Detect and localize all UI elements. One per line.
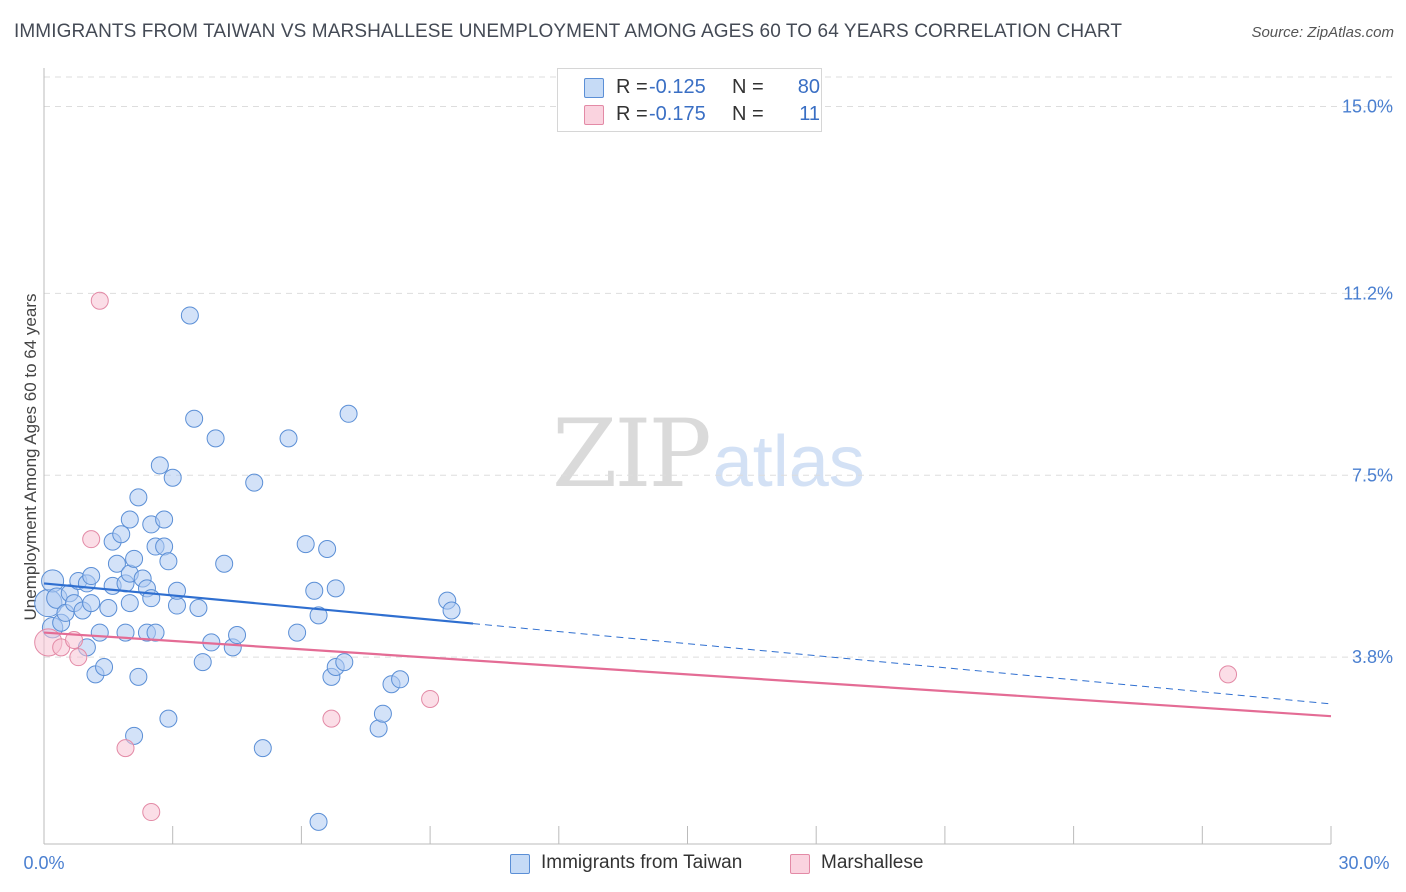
data-point-taiwan [326,579,345,598]
correlation-legend: R = -0.125 N = 80 R = -0.175 N = 11 [557,68,822,132]
data-point-taiwan [146,623,165,642]
source-credit: Source: ZipAtlas.com [1251,24,1394,41]
data-point-taiwan [125,726,144,745]
data-point-taiwan [163,468,182,487]
data-point-taiwan [309,812,328,831]
x-tick-label: 30.0% [1338,853,1389,873]
watermark-zip: ZIP [552,400,712,509]
data-point-taiwan [107,554,126,573]
bottom-legend-swatch-taiwan [510,854,530,874]
data-point-taiwan [159,552,178,571]
data-point-taiwan [95,658,114,676]
bottom-legend-swatch-marshallese [790,854,810,874]
legend-r-value: -0.175 [649,103,706,125]
data-point-taiwan [305,581,324,600]
y-tick-label: 7.5% [1352,465,1393,485]
data-point-taiwan [215,554,234,573]
data-point-taiwan [155,510,174,529]
y-tick-label: 15.0% [1342,97,1393,117]
watermark-atlas: atlas [712,422,865,502]
legend-swatch-marshallese [584,105,604,125]
data-point-taiwan [442,601,461,620]
data-point-taiwan [279,429,298,448]
data-point-taiwan [245,473,264,492]
data-point-taiwan [335,653,354,672]
data-point-taiwan [120,594,139,613]
data-point-taiwan [189,599,208,617]
data-point-taiwan [296,535,315,554]
data-point-taiwan [129,488,148,507]
trendline-taiwan [43,582,474,625]
data-point-taiwan [309,606,328,625]
data-point-taiwan [82,567,101,586]
data-point-taiwan [150,456,169,475]
data-point-marshallese [116,739,135,758]
data-point-marshallese [142,803,161,822]
bottom-legend-label-marshallese: Marshallese [821,852,924,873]
legend-n-value: 11 [799,103,820,125]
data-point-taiwan [391,670,410,689]
legend-n-label: N = [732,103,764,125]
data-point-taiwan [253,739,272,758]
data-point-taiwan [373,704,392,723]
chart-title: IMMIGRANTS FROM TAIWAN VS MARSHALLESE UN… [14,21,1123,42]
data-point-taiwan [112,525,131,544]
watermark: ZIPatlas [552,400,865,509]
legend-r-label: R = [616,76,648,98]
legend-n-label: N = [732,76,764,98]
data-point-taiwan [318,540,337,558]
data-point-marshallese [1219,665,1238,684]
data-point-taiwan [288,623,307,642]
data-point-taiwan [125,549,144,568]
trendline-extension-taiwan [472,623,1332,705]
legend-r-label: R = [616,103,648,125]
data-point-taiwan [82,594,101,613]
bottom-legend-label-taiwan: Immigrants from Taiwan [541,852,743,873]
data-point-taiwan [180,306,199,325]
legend-n-value: 80 [797,76,820,98]
data-point-taiwan [185,409,204,428]
data-point-taiwan [193,653,212,672]
data-point-marshallese [90,291,109,310]
x-tick-label: 0.0% [23,853,64,873]
data-point-taiwan [206,429,225,448]
trendline-marshallese [43,631,1332,718]
legend-r-value: -0.125 [649,76,706,98]
legend-swatch-taiwan [584,78,604,98]
y-tick-label: 11.2% [1343,283,1393,303]
y-tick-label: 3.8% [1352,647,1393,667]
data-point-taiwan [99,599,118,617]
data-point-marshallese [69,648,88,667]
data-point-marshallese [82,530,101,549]
data-point-taiwan [228,626,247,645]
data-point-marshallese [421,689,440,708]
data-point-taiwan [339,404,358,423]
data-point-taiwan [159,709,178,728]
data-point-marshallese [322,709,341,728]
data-point-taiwan [129,667,148,686]
data-point-taiwan [90,623,109,642]
data-point-taiwan [120,510,139,529]
